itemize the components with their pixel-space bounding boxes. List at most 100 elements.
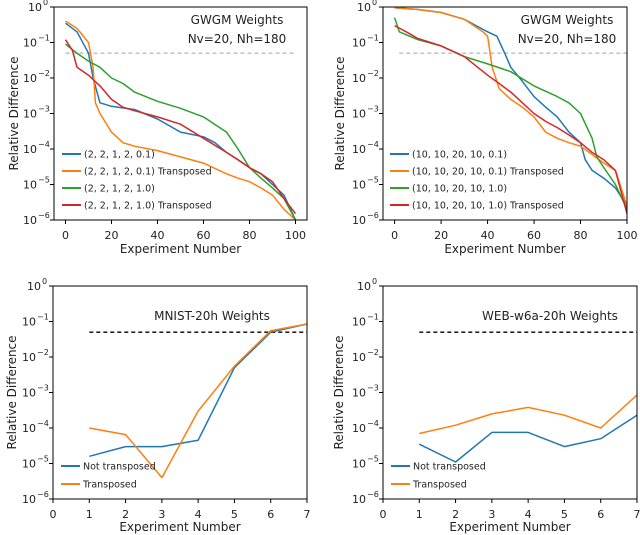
plot-title: MNIST-20h Weights	[154, 309, 270, 323]
y-tick-exponent: −4	[38, 140, 50, 149]
legend-label: Not transposed	[83, 462, 156, 473]
legend-label: Transposed	[82, 480, 137, 491]
y-tick-label: 10	[352, 316, 366, 329]
plot-annotation: Nv=20, Nh=180	[518, 32, 617, 46]
y-tick-label: 10	[357, 1, 371, 14]
legend-item: Transposed	[61, 480, 137, 491]
x-tick-label: 20	[434, 229, 448, 242]
series-line-2	[419, 394, 638, 435]
x-tick-label: 60	[527, 229, 541, 242]
y-tick-exponent: 0	[372, 0, 377, 7]
x-tick-label: 7	[634, 508, 640, 521]
y-tick-exponent: −5	[38, 176, 50, 185]
y-tick-exponent: −1	[37, 313, 49, 322]
y-tick-exponent: −2	[37, 348, 49, 357]
x-tick-label: 0	[380, 508, 387, 521]
series-line-3	[65, 43, 297, 221]
x-axis-label: Experiment Number	[119, 520, 240, 534]
x-tick-label: 80	[243, 229, 257, 242]
legend: Not transposed Transposed	[61, 462, 156, 491]
x-tick-label: 3	[488, 508, 495, 521]
y-tick-label: 10	[23, 214, 37, 227]
legend-label: Not transposed	[413, 462, 486, 473]
x-tick-label: 3	[158, 508, 165, 521]
x-tick-label: 5	[561, 508, 568, 521]
legend-item: (10, 10, 20, 10, 1.0)	[390, 184, 507, 195]
legend-item: (10, 10, 20, 10, 1.0) Transposed	[390, 201, 564, 212]
series-line-4	[394, 24, 628, 214]
legend-label: Transposed	[412, 480, 467, 491]
y-tick-label: 10	[23, 179, 37, 192]
y-tick-label: 10	[352, 387, 366, 400]
legend-item: (2, 2, 1, 2, 0.1)	[62, 150, 155, 161]
legend: (10, 10, 20, 10, 0.1) (10, 10, 20, 10, 0.…	[390, 150, 564, 212]
y-tick-exponent: −1	[367, 313, 379, 322]
y-tick-label: 10	[27, 280, 41, 293]
x-tick-label: 60	[197, 229, 211, 242]
y-axis-label: Relative Difference	[332, 335, 346, 449]
legend-item: Not transposed	[61, 462, 156, 473]
x-tick-label: 20	[105, 229, 119, 242]
y-tick-label: 10	[22, 458, 36, 471]
legend-item: (10, 10, 20, 10, 0.1)	[390, 150, 507, 161]
y-tick-label: 10	[22, 422, 36, 435]
x-tick-label: 2	[452, 508, 459, 521]
y-tick-exponent: −1	[38, 34, 50, 43]
y-tick-exponent: −3	[367, 105, 379, 114]
legend-label: (2, 2, 1, 2, 0.1)	[84, 150, 155, 161]
legend-label: (10, 10, 20, 10, 0.1) Transposed	[412, 167, 564, 178]
legend-label: (10, 10, 20, 10, 1.0) Transposed	[412, 201, 564, 212]
y-tick-exponent: 0	[43, 0, 48, 7]
y-tick-label: 10	[352, 422, 366, 435]
plot-annotation: GWGM Weights	[521, 13, 614, 27]
y-tick-exponent: −6	[367, 211, 379, 220]
y-tick-label: 10	[23, 72, 37, 85]
y-axis-label: Relative Difference	[7, 56, 21, 170]
subplot-4: 0 1 2 3 4 5 6 710−610−510−410−310−210−110 0Exper…	[332, 277, 640, 534]
y-tick-exponent: −2	[367, 348, 379, 357]
x-tick-label: 2	[122, 508, 129, 521]
y-tick-label: 10	[22, 387, 36, 400]
x-tick-label: 40	[481, 229, 495, 242]
series-line-1	[89, 323, 308, 458]
y-tick-exponent: −1	[367, 34, 379, 43]
legend-label: (2, 2, 1, 2, 0.1) Transposed	[84, 167, 212, 178]
legend: (2, 2, 1, 2, 0.1) (2, 2, 1, 2, 0.1) Trans…	[62, 150, 212, 212]
legend-item: (10, 10, 20, 10, 0.1) Transposed	[390, 167, 564, 178]
y-tick-exponent: −6	[38, 211, 50, 220]
x-tick-label: 6	[597, 508, 604, 521]
y-tick-exponent: 0	[372, 277, 377, 286]
x-tick-label: 4	[525, 508, 532, 521]
x-tick-label: 7	[304, 508, 311, 521]
plot-annotation: GWGM Weights	[191, 13, 284, 27]
y-tick-label: 10	[23, 143, 37, 156]
y-tick-exponent: −4	[367, 140, 379, 149]
y-tick-label: 10	[352, 351, 366, 364]
y-axis-label: Relative Difference	[333, 56, 347, 170]
legend-item: Transposed	[391, 480, 467, 491]
x-tick-label: 6	[267, 508, 274, 521]
y-tick-exponent: −5	[367, 176, 379, 185]
y-tick-exponent: −3	[38, 105, 50, 114]
series-line-2	[89, 323, 308, 479]
x-axis-label: Experiment Number	[444, 242, 565, 256]
y-tick-label: 10	[23, 37, 37, 50]
y-tick-label: 10	[352, 143, 366, 156]
legend-label: (2, 2, 1, 2, 1.0) Transposed	[84, 201, 212, 212]
legend-item: (2, 2, 1, 2, 0.1) Transposed	[62, 167, 212, 178]
plot-annotation: Nv=20, Nh=180	[188, 32, 287, 46]
y-tick-exponent: −6	[37, 490, 49, 499]
x-tick-label: 100	[285, 229, 306, 242]
y-tick-label: 10	[352, 37, 366, 50]
y-tick-label: 10	[352, 214, 366, 227]
subplot-3: 0 1 2 3 4 5 6 710−610−510−410−310−210−110 0Exper…	[5, 277, 311, 534]
y-tick-label: 10	[357, 280, 371, 293]
y-tick-label: 10	[352, 458, 366, 471]
x-tick-label: 5	[231, 508, 238, 521]
legend-label: (10, 10, 20, 10, 0.1)	[412, 150, 507, 161]
series-line-4	[64, 39, 297, 215]
y-tick-exponent: −3	[367, 384, 379, 393]
y-tick-exponent: −5	[37, 455, 49, 464]
